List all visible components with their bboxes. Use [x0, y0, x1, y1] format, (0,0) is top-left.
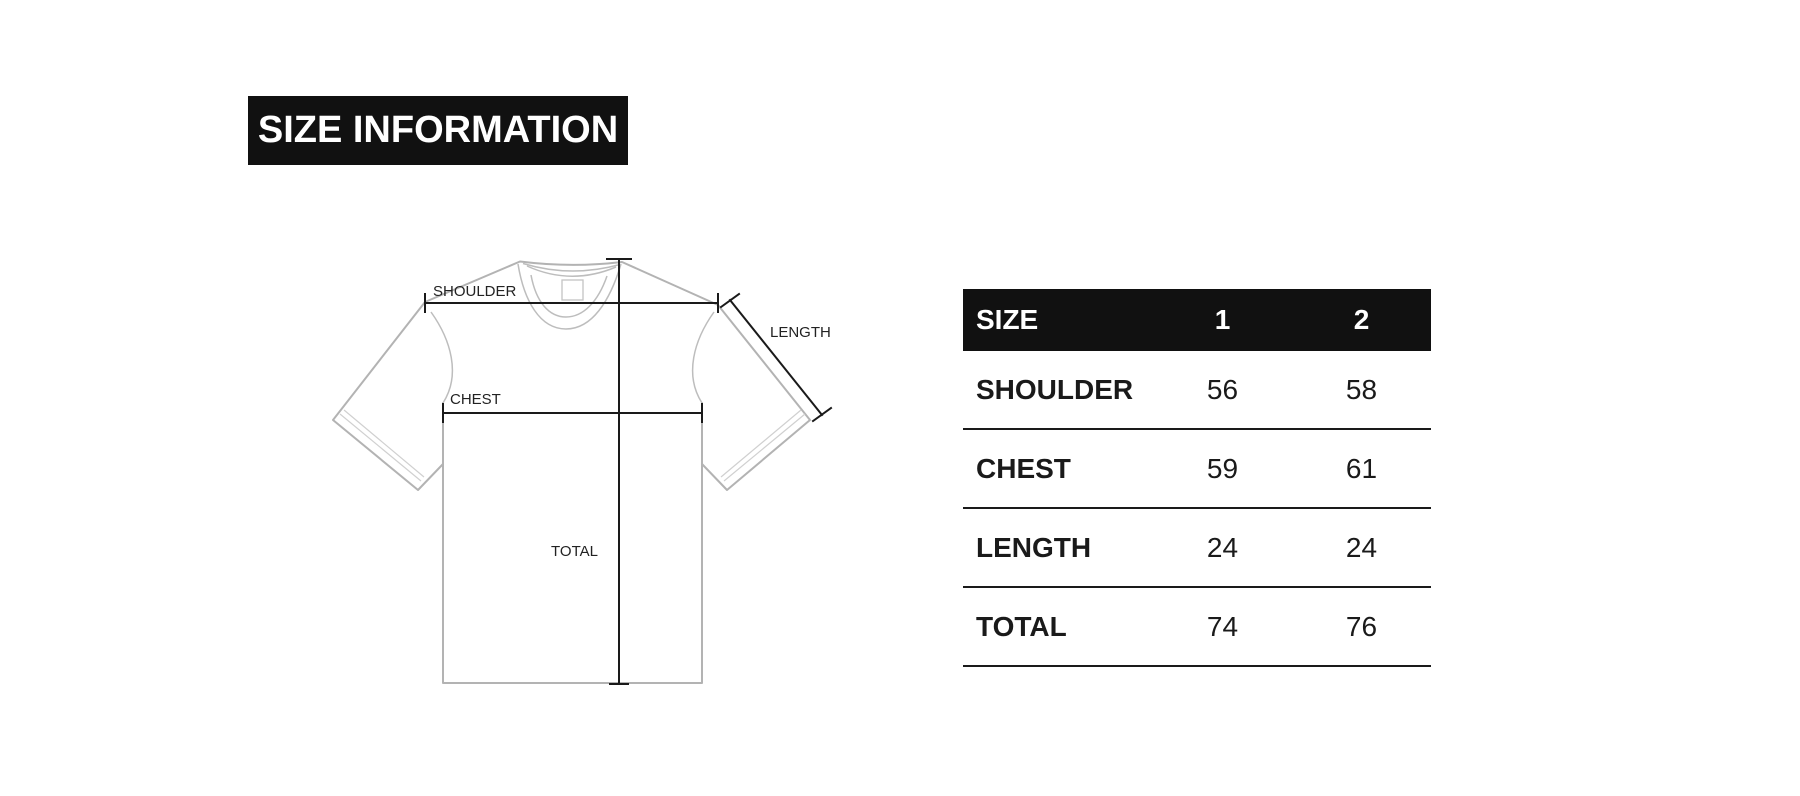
- total-label: TOTAL: [551, 543, 598, 560]
- row-value: 74: [1206, 610, 1239, 642]
- row-label: SHOULDER: [976, 373, 1134, 405]
- header-size-cell: SIZE: [976, 304, 1039, 335]
- table-row-shoulder: SHOULDER 56 58: [963, 351, 1431, 430]
- chest-label: CHEST: [450, 391, 501, 408]
- row-value: 76: [1345, 610, 1378, 642]
- neck-tag-icon: [561, 279, 584, 301]
- row-label: CHEST: [976, 452, 1071, 484]
- table-row-chest: CHEST 59 61: [963, 430, 1431, 509]
- header-col-1: 1: [1214, 304, 1231, 335]
- length-measure-line: [728, 298, 824, 417]
- page-title-text: SIZE INFORMATION: [257, 109, 619, 151]
- table-row-total: TOTAL 74 76: [963, 588, 1431, 667]
- row-label: LENGTH: [976, 531, 1092, 563]
- table-row-length: LENGTH 24 24: [963, 509, 1431, 588]
- header-col-2: 2: [1353, 304, 1370, 335]
- tshirt-outline-icon: [332, 260, 811, 684]
- length-label: LENGTH: [770, 324, 831, 341]
- row-value: 58: [1345, 373, 1378, 405]
- size-table: SIZE 1 2 SHOULDER 56 58 CHEST 59 61 LENG…: [963, 289, 1431, 667]
- measurement-lines: [424, 258, 833, 685]
- row-value: 61: [1345, 452, 1378, 484]
- row-value: 24: [1206, 531, 1239, 563]
- row-value: 59: [1206, 452, 1239, 484]
- row-value: 24: [1345, 531, 1378, 563]
- shoulder-label: SHOULDER: [433, 283, 517, 300]
- page-title: SIZE INFORMATION: [248, 96, 628, 165]
- row-label: TOTAL: [976, 610, 1067, 642]
- row-value: 56: [1206, 373, 1239, 405]
- size-table-header: SIZE 1 2: [963, 289, 1431, 351]
